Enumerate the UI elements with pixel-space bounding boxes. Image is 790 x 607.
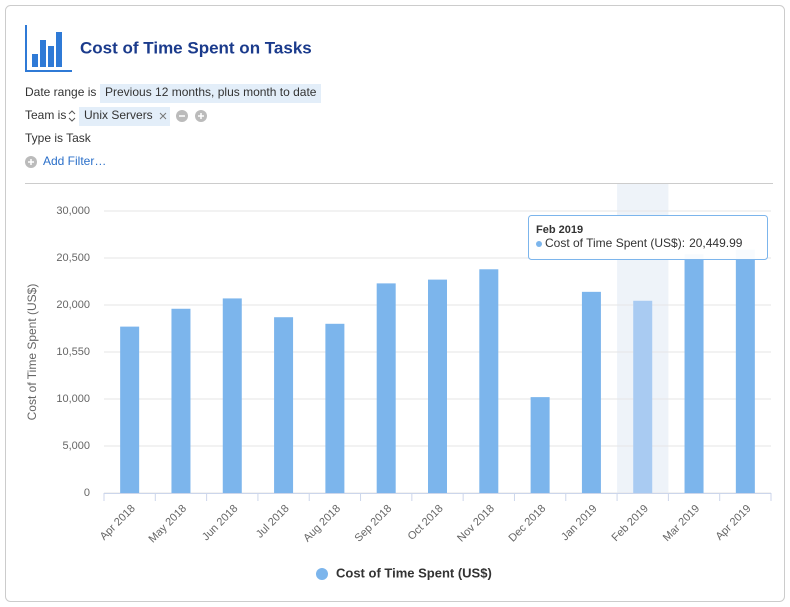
bar bbox=[171, 308, 191, 493]
bar bbox=[684, 254, 704, 493]
y-tick-label: 5,000 bbox=[62, 440, 90, 452]
bar bbox=[120, 326, 140, 493]
add-filter-link[interactable]: Add Filter… bbox=[43, 154, 106, 168]
bar bbox=[222, 298, 242, 493]
tooltip-box bbox=[528, 215, 768, 260]
y-tick-label: 10,550 bbox=[56, 346, 90, 358]
sort-icon[interactable] bbox=[68, 110, 76, 122]
bar bbox=[530, 397, 550, 493]
legend-marker bbox=[316, 568, 328, 580]
chart-icon bbox=[25, 25, 72, 72]
plus-sign bbox=[198, 113, 204, 119]
bar bbox=[376, 283, 396, 493]
bar bbox=[581, 291, 601, 493]
remove-icon[interactable] bbox=[159, 112, 167, 120]
filter-value[interactable]: Previous 12 months, plus month to date bbox=[105, 85, 317, 99]
title: Cost of Time Spent on Tasks bbox=[80, 38, 312, 57]
tooltip-label: Cost of Time Spent (US$): bbox=[545, 236, 685, 250]
bar bbox=[274, 317, 294, 493]
filter-chip[interactable] bbox=[79, 107, 170, 126]
tooltip-marker bbox=[536, 241, 542, 247]
bar bbox=[428, 279, 447, 493]
bar bbox=[479, 269, 499, 493]
filter-label: Date range is bbox=[25, 85, 96, 99]
bar bbox=[735, 249, 755, 493]
legend-label: Cost of Time Spent (US$) bbox=[336, 565, 492, 580]
filter-label: Team is bbox=[25, 108, 66, 122]
y-tick-label: 20,500 bbox=[56, 252, 90, 264]
bar bbox=[633, 300, 653, 493]
y-tick-label: 0 bbox=[84, 487, 90, 499]
tooltip-text: Cost of Time Spent (US$): 20,449.99 bbox=[545, 236, 743, 250]
y-tick-label: 10,000 bbox=[56, 393, 90, 405]
filter-chip[interactable] bbox=[100, 84, 321, 103]
bar bbox=[325, 323, 345, 493]
tooltip-title: Feb 2019 bbox=[536, 224, 583, 236]
y-axis-title: Cost of Time Spent (US$) bbox=[25, 284, 39, 421]
plus-sign bbox=[28, 159, 34, 165]
filter-text: Type is Task bbox=[25, 131, 92, 145]
filter-value[interactable]: Unix Servers bbox=[84, 108, 153, 122]
y-tick-label: 20,000 bbox=[56, 299, 90, 311]
y-tick-label: 30,000 bbox=[56, 205, 90, 217]
tooltip-value: 20,449.99 bbox=[689, 236, 743, 250]
